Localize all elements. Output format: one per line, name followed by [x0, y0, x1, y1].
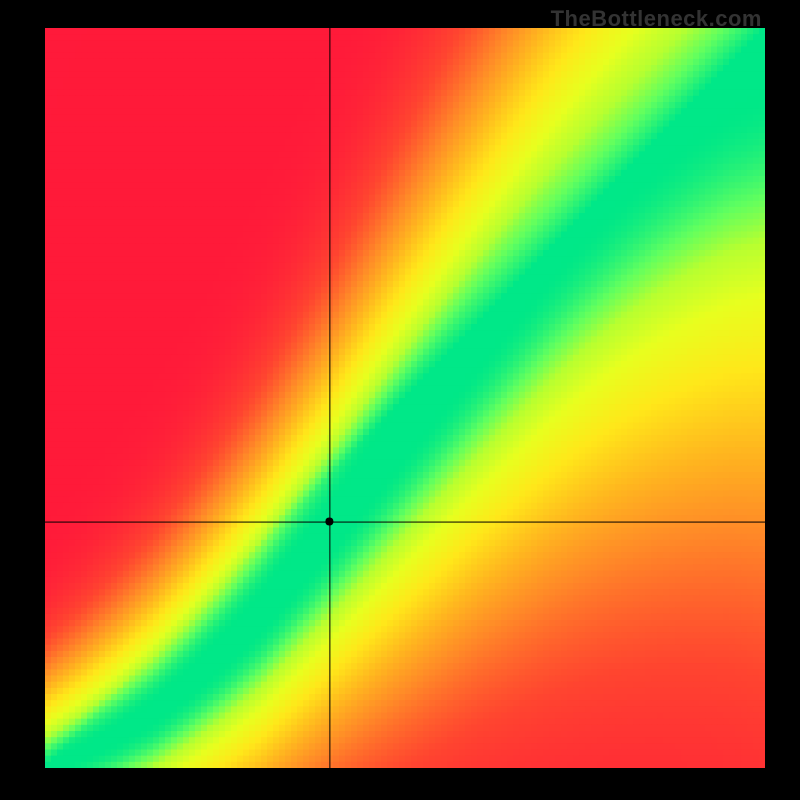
- heatmap-canvas: [45, 28, 765, 768]
- bottleneck-heatmap: [45, 28, 765, 768]
- watermark-text: TheBottleneck.com: [551, 6, 762, 32]
